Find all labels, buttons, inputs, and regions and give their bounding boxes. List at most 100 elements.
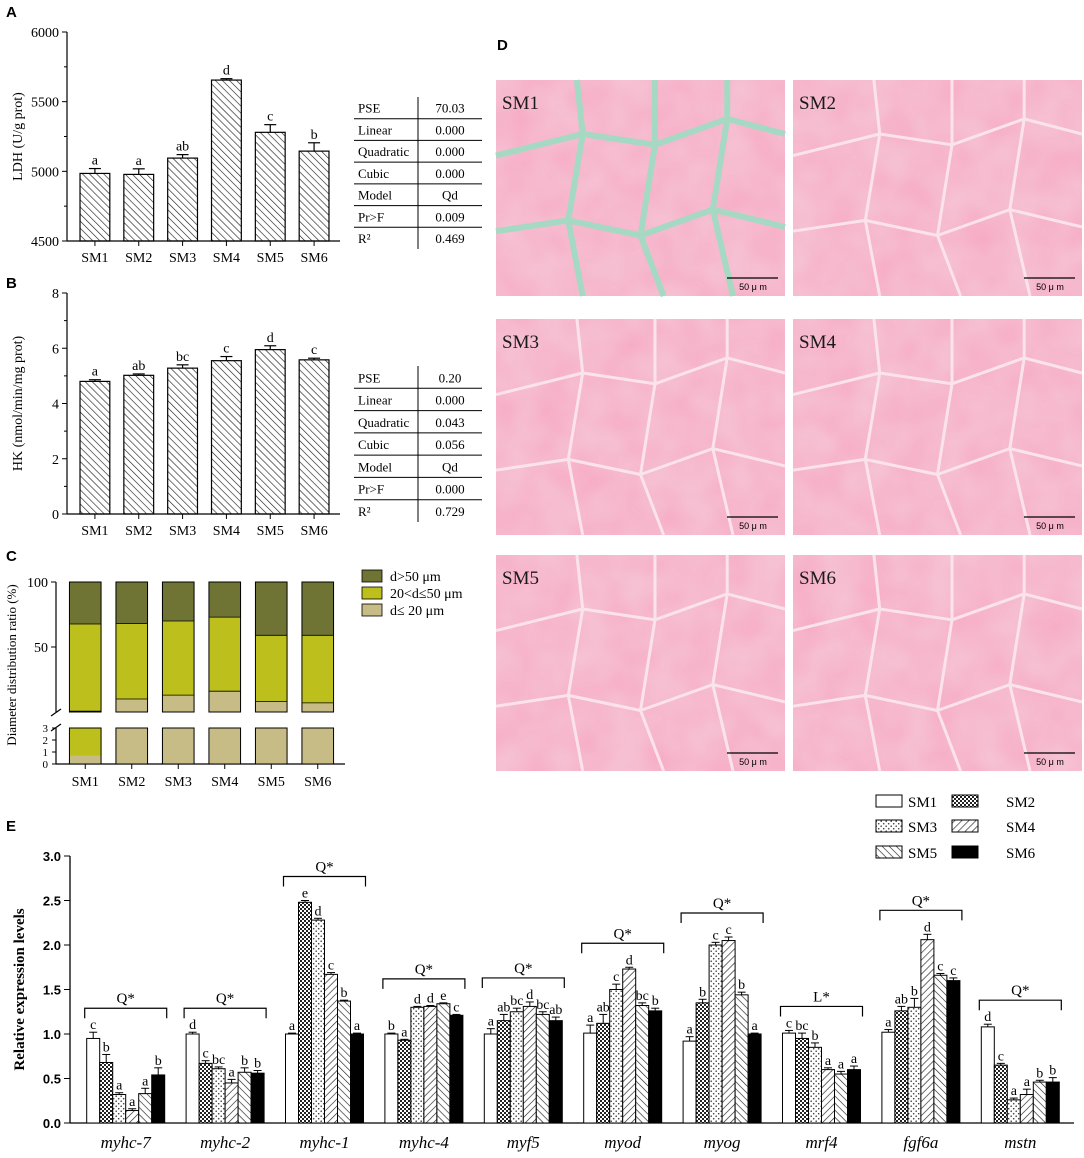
significance-letter: c xyxy=(998,1049,1004,1064)
x-tick-label: mstn xyxy=(1004,1133,1036,1152)
image-label: SM6 xyxy=(799,568,836,589)
fibre-boundary xyxy=(639,319,666,536)
significance-bracket xyxy=(382,978,466,989)
significance-letter: e xyxy=(302,887,308,902)
bar-myf5 xyxy=(522,1005,537,1124)
scale-bar-label: 50 μ m xyxy=(1036,282,1064,292)
significance-letter: b xyxy=(311,128,318,143)
bar-outline xyxy=(254,581,288,713)
bar-myhc-7 xyxy=(99,1061,114,1124)
y-tick-label: 2 xyxy=(52,453,59,468)
bar-myhc-7 xyxy=(138,1093,153,1124)
significance-letter: e xyxy=(440,989,446,1004)
bar xyxy=(167,367,199,515)
image-label: SM1 xyxy=(502,93,539,114)
legend-label: d≤ 20 μm xyxy=(390,604,444,619)
significance-letter: a xyxy=(289,1019,296,1034)
fibre-boundary xyxy=(863,79,882,297)
significance-letter: ab xyxy=(597,1000,610,1015)
legend-swatch xyxy=(875,845,903,859)
bar-mstn xyxy=(1019,1094,1034,1124)
histology-image-sm5: SM5 50 μ m xyxy=(495,554,786,772)
legend-swatch xyxy=(951,845,979,859)
bar xyxy=(123,374,155,515)
bar-myog xyxy=(747,1033,762,1124)
significance-letter: bc xyxy=(176,350,189,365)
bar-myhc-7 xyxy=(125,1110,140,1124)
y-axis-label: LDH (U/g prot) xyxy=(11,92,26,181)
legend-swatch xyxy=(361,603,383,617)
stats-value: 0.20 xyxy=(439,370,462,385)
significance-letter: a xyxy=(587,1011,594,1026)
bar-mrf4 xyxy=(821,1069,835,1124)
significance-letter: a xyxy=(92,154,99,169)
fibre-boundary xyxy=(936,319,963,536)
bar-segment-small xyxy=(69,755,102,764)
bar-myod xyxy=(622,968,637,1124)
bar-mstn xyxy=(980,1026,995,1124)
bar-myhc-2 xyxy=(237,1071,252,1124)
fibre-boundary xyxy=(936,555,963,772)
legend-label: SM1 xyxy=(908,795,937,811)
axis-break-mark xyxy=(50,708,62,717)
significance-bracket xyxy=(978,999,1062,1011)
x-tick-label: SM1 xyxy=(81,251,108,266)
significance-letter: bc xyxy=(212,1053,225,1068)
significance-letter: b xyxy=(241,1054,248,1069)
significance-letter: c xyxy=(90,1018,96,1033)
bar-segment-large xyxy=(208,582,241,618)
significance-letter: a xyxy=(751,1019,758,1034)
x-tick-label: mrf4 xyxy=(805,1133,838,1152)
significance-letter: c xyxy=(311,343,317,358)
bar-myhc-7 xyxy=(151,1074,166,1124)
bar-myog xyxy=(695,1002,710,1124)
bar-myhc-7 xyxy=(86,1037,101,1124)
legend-swatch xyxy=(361,586,383,600)
significance-letter: b xyxy=(911,984,918,999)
significance-bracket xyxy=(282,875,367,887)
bar-segment-mid xyxy=(69,623,102,712)
significance-letter: ab xyxy=(895,992,908,1007)
significance-letter: ab xyxy=(497,1000,510,1015)
scale-bar-label: 50 μ m xyxy=(739,521,767,531)
significance-letter: d xyxy=(189,1018,196,1033)
trend-label: Q* xyxy=(117,991,135,1007)
significance-letter: ab xyxy=(132,359,145,374)
x-tick-label: SM1 xyxy=(72,775,99,790)
fibre-boundary xyxy=(863,318,882,536)
histology-image-sm4: SM4 50 μ m xyxy=(792,318,1083,536)
y-tick-label: 1 xyxy=(43,747,49,759)
x-tick-label: SM4 xyxy=(213,524,240,539)
bar-fgf6a xyxy=(907,1006,922,1124)
y-tick-label: 100 xyxy=(27,576,48,591)
x-tick-label: SM1 xyxy=(81,524,108,539)
fibre-boundary xyxy=(711,319,735,536)
y-tick-label: 3.0 xyxy=(43,849,61,864)
bar-segment-small xyxy=(255,701,288,712)
fibre-boundary xyxy=(639,555,666,772)
bar-myhc-2 xyxy=(211,1068,226,1124)
significance-letter: d xyxy=(526,988,533,1003)
significance-bracket xyxy=(481,977,565,988)
significance-letter: a xyxy=(142,1074,149,1089)
bar-segment-lower xyxy=(301,728,334,764)
stats-value: 0.009 xyxy=(435,209,464,224)
bar-segment-lower xyxy=(162,728,195,764)
stats-label: R² xyxy=(358,504,371,519)
significance-letter: b xyxy=(388,1019,395,1034)
stats-label: Quadratic xyxy=(358,415,409,430)
significance-letter: b xyxy=(699,985,706,1000)
significance-letter: a xyxy=(838,1057,845,1072)
y-tick-label: 5500 xyxy=(31,96,59,111)
bar-segment-large xyxy=(255,582,288,636)
significance-letter: c xyxy=(328,959,334,974)
y-tick-label: 3 xyxy=(43,723,49,735)
legend-swatch xyxy=(361,569,383,583)
bar xyxy=(298,150,330,242)
histology-image-sm2: SM2 50 μ m xyxy=(792,79,1083,297)
stats-label: Cubic xyxy=(358,166,389,181)
legend-label: SM3 xyxy=(908,820,937,836)
significance-letter: b xyxy=(1049,1064,1056,1079)
significance-letter: a xyxy=(488,1015,495,1030)
stats-label: Linear xyxy=(358,393,393,408)
